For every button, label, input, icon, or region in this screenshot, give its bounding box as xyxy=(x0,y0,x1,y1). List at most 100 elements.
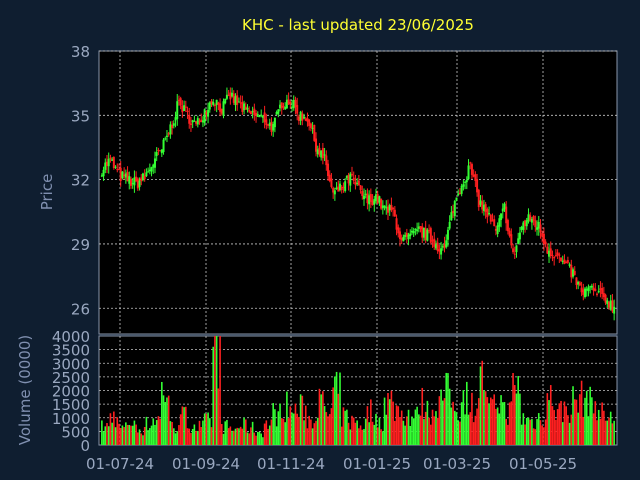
candle-body xyxy=(145,172,148,177)
volume-bar xyxy=(397,406,400,445)
candle-body xyxy=(172,123,175,126)
candle-body xyxy=(488,213,491,215)
candle-body xyxy=(352,177,355,181)
volume-bar xyxy=(253,432,256,445)
volume-bar xyxy=(577,412,579,445)
volume-bar xyxy=(224,421,227,445)
candle-body xyxy=(321,147,324,159)
volume-bar xyxy=(111,422,113,445)
candle-body xyxy=(207,109,210,117)
candle-body xyxy=(503,203,506,210)
candle-body xyxy=(328,174,331,181)
candle-body xyxy=(152,164,155,168)
candle-body xyxy=(261,115,264,118)
candle-body xyxy=(301,113,304,121)
candle-body xyxy=(484,204,487,212)
volume-bar xyxy=(133,420,136,445)
volume-bar xyxy=(553,410,555,445)
volume-bar xyxy=(515,393,518,445)
candle-body xyxy=(429,228,432,243)
candle-body xyxy=(268,122,271,126)
candle-body xyxy=(150,167,153,172)
volume-bar xyxy=(167,395,170,445)
candle-body xyxy=(164,138,167,140)
candle-body xyxy=(284,106,287,110)
volume-bar xyxy=(147,430,149,445)
candle-body xyxy=(112,157,115,168)
candle-body xyxy=(380,198,383,209)
volume-bar xyxy=(416,406,418,445)
candle-body xyxy=(450,212,453,221)
candle-body xyxy=(368,195,371,205)
volume-bar xyxy=(464,414,466,445)
volume-bar xyxy=(246,432,249,445)
candle-body xyxy=(438,249,441,252)
candle-body xyxy=(566,260,569,263)
price-axis-label: Price xyxy=(38,174,56,211)
volume-bar xyxy=(186,428,189,445)
volume-bar xyxy=(443,398,446,445)
candle-body xyxy=(383,205,386,208)
candle-body xyxy=(563,259,566,264)
volume-bar xyxy=(359,425,362,445)
candle-body xyxy=(587,287,590,292)
volume-tick-label: 4000 xyxy=(52,328,90,346)
volume-bar xyxy=(489,397,492,445)
candle-body xyxy=(255,112,258,117)
volume-bar xyxy=(462,390,465,445)
volume-bar xyxy=(560,400,562,445)
volume-bar xyxy=(467,414,470,445)
chart-title: KHC - last updated 23/06/2025 xyxy=(242,16,474,34)
candle-body xyxy=(129,178,132,186)
candle-body xyxy=(217,102,220,105)
candlesticks xyxy=(100,87,616,321)
candle-body xyxy=(513,253,516,255)
candle-body xyxy=(234,96,237,106)
volume-bar xyxy=(563,401,566,445)
volume-bar xyxy=(544,419,547,445)
price-tick-label: 35 xyxy=(71,107,90,125)
candle-body xyxy=(332,187,335,193)
volume-bar xyxy=(346,409,348,445)
candle-body xyxy=(136,178,139,189)
volume-bar xyxy=(457,420,460,445)
volume-bar xyxy=(265,420,268,445)
volume-bar xyxy=(436,417,439,445)
candle-body xyxy=(361,191,364,196)
volume-bar xyxy=(197,430,199,445)
candle-body xyxy=(455,197,458,201)
candle-body xyxy=(171,124,174,129)
candle-body xyxy=(111,159,114,161)
candle-body xyxy=(291,106,294,108)
candle-body xyxy=(448,221,451,229)
volume-tick-label: 3000 xyxy=(52,355,90,373)
candle-body xyxy=(410,230,413,233)
candle-body xyxy=(609,300,612,310)
candle-body xyxy=(177,99,180,101)
volume-bar xyxy=(407,409,410,445)
candle-body xyxy=(421,226,424,238)
volume-axis-label: Volume (0000) xyxy=(16,335,34,445)
volume-bar xyxy=(159,418,161,445)
volume-bar xyxy=(195,430,197,445)
candle-body xyxy=(398,231,401,240)
volume-bar xyxy=(579,394,581,445)
volume-bar xyxy=(205,413,208,445)
candle-body xyxy=(117,169,120,171)
volume-bar xyxy=(496,407,499,445)
candle-body xyxy=(592,287,595,291)
candle-body xyxy=(309,123,312,128)
candle-body xyxy=(201,120,204,123)
volume-bar xyxy=(270,419,273,445)
volume-bar xyxy=(356,420,358,445)
candle-body xyxy=(536,227,539,230)
volume-bar xyxy=(585,390,588,445)
candle-body xyxy=(373,198,376,205)
candle-body xyxy=(388,205,391,211)
price-tick-label: 29 xyxy=(71,236,90,254)
candle-body xyxy=(482,204,485,211)
candle-body xyxy=(148,169,151,172)
candle-body xyxy=(121,171,124,179)
volume-bar xyxy=(320,394,322,445)
